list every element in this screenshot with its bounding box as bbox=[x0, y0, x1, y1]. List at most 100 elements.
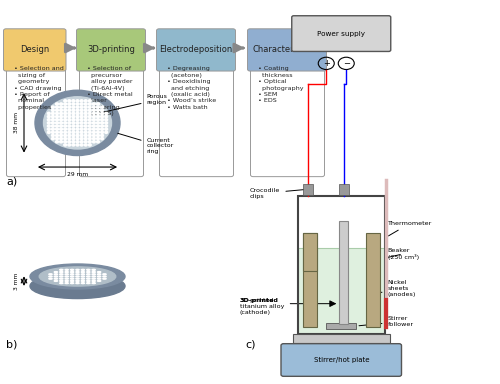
Circle shape bbox=[84, 113, 87, 114]
Circle shape bbox=[92, 122, 96, 124]
Text: Beaker
(250 cm³): Beaker (250 cm³) bbox=[388, 248, 418, 260]
Circle shape bbox=[52, 109, 54, 111]
Circle shape bbox=[88, 109, 91, 111]
Circle shape bbox=[60, 141, 62, 143]
Circle shape bbox=[68, 119, 70, 121]
Circle shape bbox=[84, 128, 87, 130]
Circle shape bbox=[92, 141, 96, 143]
Ellipse shape bbox=[65, 278, 68, 279]
Text: c): c) bbox=[245, 340, 256, 350]
Circle shape bbox=[96, 119, 100, 121]
Circle shape bbox=[72, 137, 75, 140]
Circle shape bbox=[56, 109, 58, 111]
Ellipse shape bbox=[54, 276, 58, 277]
Circle shape bbox=[68, 113, 70, 114]
Circle shape bbox=[92, 137, 96, 140]
Circle shape bbox=[60, 109, 62, 111]
FancyBboxPatch shape bbox=[248, 29, 326, 71]
Ellipse shape bbox=[65, 276, 68, 277]
Circle shape bbox=[48, 116, 50, 118]
Circle shape bbox=[84, 144, 87, 146]
Circle shape bbox=[64, 128, 66, 130]
Circle shape bbox=[92, 134, 96, 137]
Circle shape bbox=[68, 141, 70, 143]
Circle shape bbox=[68, 122, 70, 124]
Circle shape bbox=[88, 122, 91, 124]
Circle shape bbox=[60, 106, 62, 108]
Text: 29 mm: 29 mm bbox=[67, 172, 88, 177]
Ellipse shape bbox=[54, 271, 58, 273]
Text: 3D-printing: 3D-printing bbox=[87, 45, 135, 55]
Circle shape bbox=[88, 103, 91, 105]
Circle shape bbox=[52, 119, 54, 121]
Circle shape bbox=[96, 103, 100, 105]
Text: • Selection of
  precursor
  alloy powder
  (Ti-6Al-4V)
• Direct metal
  laser
 : • Selection of precursor alloy powder (T… bbox=[87, 66, 133, 116]
Circle shape bbox=[52, 134, 54, 137]
Circle shape bbox=[76, 128, 79, 130]
Circle shape bbox=[52, 113, 54, 114]
Circle shape bbox=[56, 122, 58, 124]
Ellipse shape bbox=[98, 276, 100, 277]
FancyBboxPatch shape bbox=[160, 61, 234, 177]
Circle shape bbox=[72, 103, 75, 105]
Circle shape bbox=[92, 106, 96, 108]
Circle shape bbox=[56, 106, 58, 108]
Circle shape bbox=[92, 125, 96, 127]
Circle shape bbox=[68, 134, 70, 137]
Circle shape bbox=[92, 109, 96, 111]
Ellipse shape bbox=[70, 276, 74, 277]
Ellipse shape bbox=[82, 271, 84, 273]
Circle shape bbox=[72, 125, 75, 127]
Circle shape bbox=[68, 128, 70, 130]
Circle shape bbox=[60, 134, 62, 137]
Circle shape bbox=[88, 100, 91, 102]
Circle shape bbox=[76, 113, 79, 114]
Circle shape bbox=[72, 122, 75, 124]
Circle shape bbox=[96, 116, 100, 118]
Circle shape bbox=[88, 119, 91, 121]
Ellipse shape bbox=[60, 276, 63, 277]
Circle shape bbox=[100, 128, 103, 130]
Circle shape bbox=[84, 103, 87, 105]
Circle shape bbox=[64, 116, 66, 118]
Ellipse shape bbox=[76, 274, 79, 275]
Bar bbox=[302, 184, 312, 195]
Bar bbox=[302, 233, 316, 327]
Circle shape bbox=[76, 106, 79, 108]
Bar bbox=[339, 221, 348, 324]
Circle shape bbox=[64, 137, 66, 140]
Circle shape bbox=[84, 106, 87, 108]
Ellipse shape bbox=[92, 278, 96, 279]
Text: Nickel
sheets
(anodes): Nickel sheets (anodes) bbox=[380, 280, 416, 297]
Circle shape bbox=[56, 141, 58, 143]
Ellipse shape bbox=[103, 276, 106, 277]
Circle shape bbox=[92, 131, 96, 133]
Circle shape bbox=[52, 125, 54, 127]
Circle shape bbox=[88, 144, 91, 146]
Circle shape bbox=[56, 116, 58, 118]
Circle shape bbox=[76, 100, 79, 102]
Ellipse shape bbox=[86, 271, 90, 273]
Circle shape bbox=[68, 109, 70, 111]
Circle shape bbox=[72, 100, 75, 102]
Circle shape bbox=[76, 131, 79, 133]
FancyBboxPatch shape bbox=[80, 61, 144, 177]
Circle shape bbox=[80, 125, 83, 127]
Bar bbox=[298, 248, 384, 333]
Text: Stirrer
follower: Stirrer follower bbox=[359, 316, 414, 327]
Ellipse shape bbox=[54, 280, 58, 281]
Ellipse shape bbox=[49, 278, 52, 279]
Ellipse shape bbox=[92, 276, 96, 277]
Circle shape bbox=[52, 137, 54, 140]
Bar bbox=[339, 184, 349, 195]
FancyBboxPatch shape bbox=[4, 29, 66, 71]
Circle shape bbox=[68, 106, 70, 108]
Circle shape bbox=[105, 119, 108, 121]
Circle shape bbox=[56, 137, 58, 140]
Circle shape bbox=[52, 106, 54, 108]
Circle shape bbox=[60, 137, 62, 140]
Circle shape bbox=[76, 141, 79, 143]
Ellipse shape bbox=[86, 278, 90, 279]
Circle shape bbox=[88, 125, 91, 127]
Ellipse shape bbox=[65, 271, 68, 273]
